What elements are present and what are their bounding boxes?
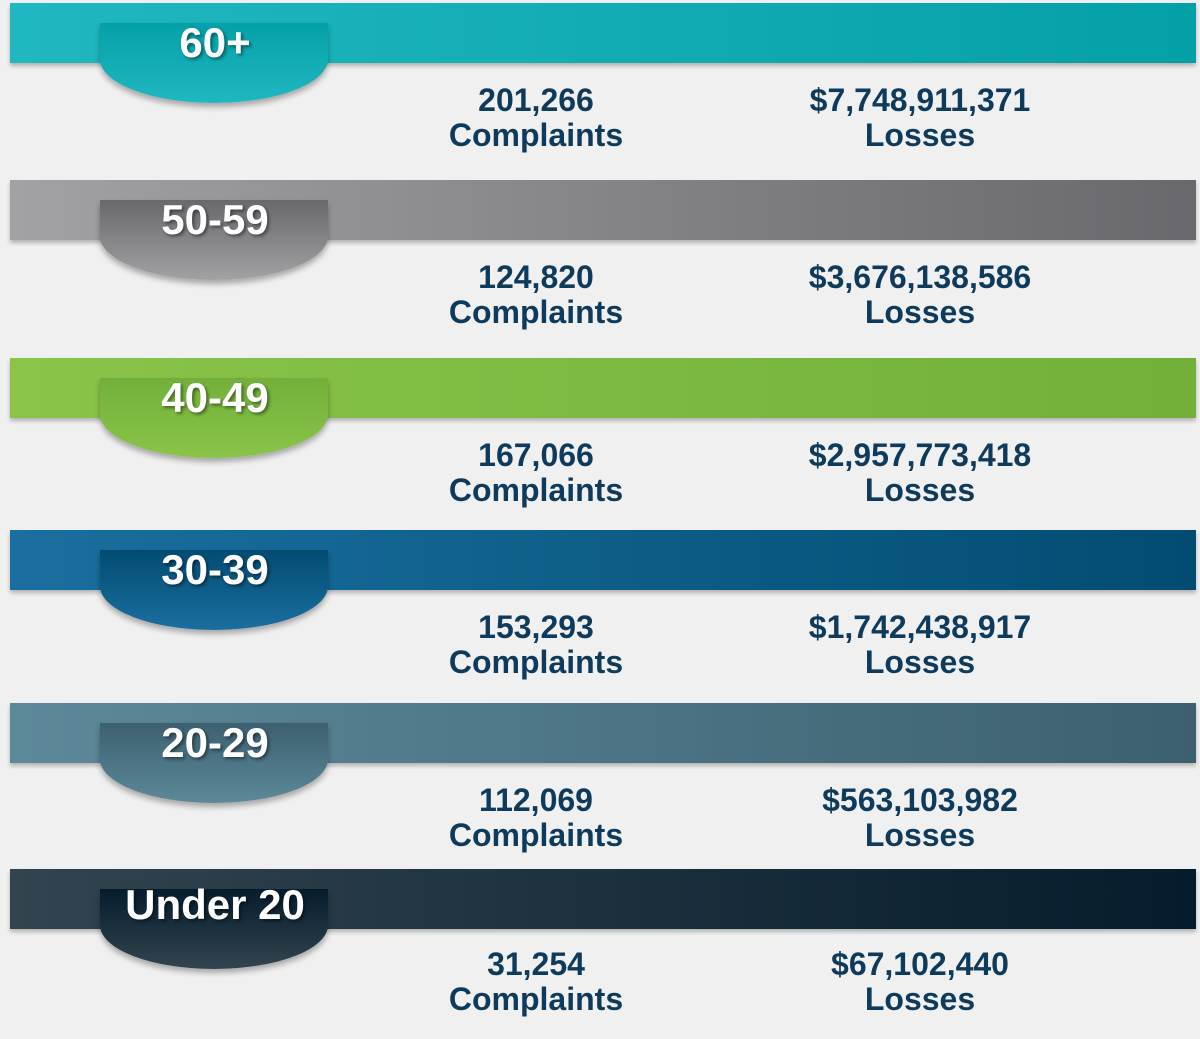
complaints-count: 201,266 (478, 82, 594, 118)
complaints-count: 124,820 (478, 259, 594, 295)
age-group-row-60-plus: 60+ 201,266 Complaints $7,748,911,371 Lo… (0, 3, 1200, 173)
age-group-row-40-49: 40-49 167,066 Complaints $2,957,773,418 … (0, 358, 1200, 528)
age-tab (100, 550, 328, 630)
complaints-count: 31,254 (487, 946, 585, 982)
age-group-row-50-59: 50-59 124,820 Complaints $3,676,138,586 … (0, 180, 1200, 350)
complaints-stat: 201,266 Complaints (406, 83, 666, 153)
losses-amount: $2,957,773,418 (808, 437, 1032, 473)
age-label: Under 20 (125, 881, 305, 928)
complaints-label: Complaints (448, 117, 624, 153)
losses-stat: $7,748,911,371 Losses (760, 83, 1080, 153)
complaints-count: 167,066 (478, 437, 594, 473)
losses-label: Losses (864, 294, 976, 330)
complaints-stat: 124,820 Complaints (406, 260, 666, 330)
complaints-count: 153,293 (478, 609, 594, 645)
age-label: 30-39 (161, 546, 269, 593)
losses-label: Losses (864, 472, 976, 508)
complaints-stat: 112,069 Complaints (406, 783, 666, 853)
losses-label: Losses (864, 817, 976, 853)
losses-stat: $67,102,440 Losses (760, 947, 1080, 1017)
age-label: 20-29 (161, 719, 269, 766)
age-group-row-under-20: Under 20 31,254 Complaints $67,102,440 L… (0, 869, 1200, 1039)
age-label: 60+ (179, 19, 251, 66)
age-group-row-20-29: 20-29 112,069 Complaints $563,103,982 Lo… (0, 703, 1200, 873)
losses-amount: $7,748,911,371 (809, 82, 1031, 118)
complaints-label: Complaints (448, 644, 624, 680)
age-group-row-30-39: 30-39 153,293 Complaints $1,742,438,917 … (0, 530, 1200, 700)
losses-stat: $563,103,982 Losses (760, 783, 1080, 853)
complaints-stat: 31,254 Complaints (406, 947, 666, 1017)
losses-stat: $2,957,773,418 Losses (760, 438, 1080, 508)
losses-amount: $3,676,138,586 (808, 259, 1032, 295)
age-tab (100, 723, 328, 803)
age-tab (100, 378, 328, 458)
complaints-label: Complaints (448, 817, 624, 853)
complaints-label: Complaints (448, 294, 624, 330)
losses-amount: $563,103,982 (822, 782, 1018, 818)
losses-stat: $3,676,138,586 Losses (760, 260, 1080, 330)
losses-stat: $1,742,438,917 Losses (760, 610, 1080, 680)
complaints-stat: 153,293 Complaints (406, 610, 666, 680)
age-label: 50-59 (161, 196, 269, 243)
losses-amount: $1,742,438,917 (808, 609, 1032, 645)
losses-label: Losses (864, 644, 976, 680)
losses-label: Losses (864, 981, 976, 1017)
age-tab (100, 200, 328, 280)
losses-amount: $67,102,440 (831, 946, 1009, 982)
age-label: 40-49 (161, 374, 269, 421)
age-tab (100, 889, 328, 969)
losses-label: Losses (864, 117, 976, 153)
complaints-label: Complaints (448, 472, 624, 508)
complaints-label: Complaints (448, 981, 624, 1017)
complaints-count: 112,069 (479, 782, 593, 818)
age-tab (100, 23, 328, 103)
complaints-stat: 167,066 Complaints (406, 438, 666, 508)
